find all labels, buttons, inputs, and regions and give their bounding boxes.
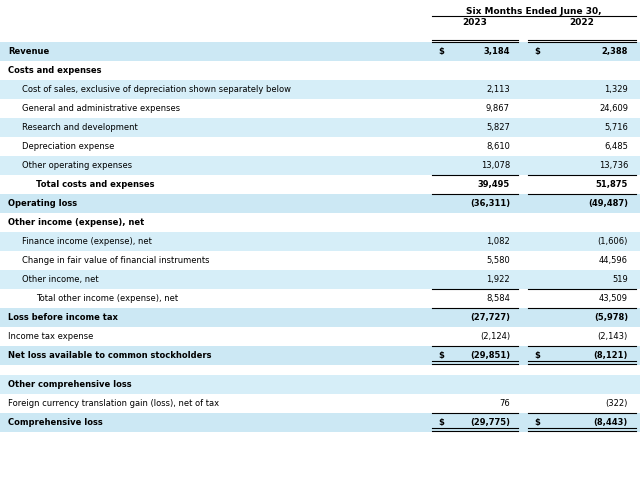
Text: General and administrative expenses: General and administrative expenses: [22, 104, 180, 113]
Text: 5,716: 5,716: [604, 123, 628, 132]
Text: (2,143): (2,143): [598, 332, 628, 341]
Bar: [0, 251, 640, 270]
Text: Revenue: Revenue: [8, 47, 49, 56]
Text: 13,078: 13,078: [481, 161, 510, 170]
Text: Six Months Ended June 30,: Six Months Ended June 30,: [467, 7, 602, 16]
Text: Loss before income tax: Loss before income tax: [8, 313, 118, 322]
Text: (5,978): (5,978): [594, 313, 628, 322]
Text: (27,727): (27,727): [470, 313, 510, 322]
Bar: [0, 308, 640, 327]
Text: 43,509: 43,509: [599, 294, 628, 303]
Text: $: $: [534, 351, 540, 360]
Bar: [0, 213, 640, 232]
Text: Costs and expenses: Costs and expenses: [8, 66, 102, 75]
Text: 24,609: 24,609: [599, 104, 628, 113]
Text: Other operating expenses: Other operating expenses: [22, 161, 132, 170]
Text: (36,311): (36,311): [470, 199, 510, 208]
Text: 9,867: 9,867: [486, 104, 510, 113]
Text: $: $: [534, 418, 540, 427]
Bar: [0, 194, 640, 213]
Text: 2022: 2022: [570, 18, 595, 27]
Text: Total other income (expense), net: Total other income (expense), net: [36, 294, 178, 303]
Text: 5,580: 5,580: [486, 256, 510, 265]
Text: Net loss available to common stockholders: Net loss available to common stockholder…: [8, 351, 211, 360]
Text: Other income (expense), net: Other income (expense), net: [8, 218, 144, 227]
Text: 8,610: 8,610: [486, 142, 510, 151]
Bar: [0, 270, 640, 289]
Text: $: $: [438, 418, 444, 427]
Bar: [0, 327, 640, 346]
Bar: [0, 99, 640, 118]
Text: 1,329: 1,329: [604, 85, 628, 94]
Text: Finance income (expense), net: Finance income (expense), net: [22, 237, 152, 246]
Text: 76: 76: [499, 399, 510, 408]
Text: Total costs and expenses: Total costs and expenses: [36, 180, 154, 189]
Bar: [0, 0, 640, 42]
Text: (29,775): (29,775): [470, 418, 510, 427]
Text: $: $: [438, 47, 444, 56]
Text: 3,184: 3,184: [483, 47, 510, 56]
Text: Research and development: Research and development: [22, 123, 138, 132]
Bar: [0, 80, 640, 99]
Text: Other comprehensive loss: Other comprehensive loss: [8, 380, 132, 389]
Text: 2023: 2023: [463, 18, 488, 27]
Text: Cost of sales, exclusive of depreciation shown separately below: Cost of sales, exclusive of depreciation…: [22, 85, 291, 94]
Bar: [0, 156, 640, 175]
Text: Comprehensive loss: Comprehensive loss: [8, 418, 103, 427]
Text: 39,495: 39,495: [477, 180, 510, 189]
Bar: [0, 232, 640, 251]
Text: (1,606): (1,606): [598, 237, 628, 246]
Text: $: $: [534, 47, 540, 56]
Bar: [0, 413, 640, 432]
Bar: [0, 289, 640, 308]
Text: (2,124): (2,124): [480, 332, 510, 341]
Text: (49,487): (49,487): [588, 199, 628, 208]
Text: 6,485: 6,485: [604, 142, 628, 151]
Text: (8,443): (8,443): [594, 418, 628, 427]
Text: (8,121): (8,121): [594, 351, 628, 360]
Bar: [0, 137, 640, 156]
Text: 2,113: 2,113: [486, 85, 510, 94]
Text: Income tax expense: Income tax expense: [8, 332, 93, 341]
Bar: [0, 346, 640, 365]
Text: 13,736: 13,736: [598, 161, 628, 170]
Text: Other income, net: Other income, net: [22, 275, 99, 284]
Text: 51,875: 51,875: [596, 180, 628, 189]
Bar: [0, 175, 640, 194]
Text: 1,082: 1,082: [486, 237, 510, 246]
Text: 2,388: 2,388: [602, 47, 628, 56]
Text: Operating loss: Operating loss: [8, 199, 77, 208]
Text: Depreciation expense: Depreciation expense: [22, 142, 115, 151]
Text: 5,827: 5,827: [486, 123, 510, 132]
Text: 1,922: 1,922: [486, 275, 510, 284]
Bar: [0, 118, 640, 137]
Bar: [0, 394, 640, 413]
Text: 519: 519: [612, 275, 628, 284]
Text: Foreign currency translation gain (loss), net of tax: Foreign currency translation gain (loss)…: [8, 399, 219, 408]
Text: Change in fair value of financial instruments: Change in fair value of financial instru…: [22, 256, 209, 265]
Bar: [0, 61, 640, 80]
Text: $: $: [438, 351, 444, 360]
Bar: [0, 42, 640, 61]
Text: (322): (322): [605, 399, 628, 408]
Text: 8,584: 8,584: [486, 294, 510, 303]
Bar: [0, 365, 640, 375]
Text: (29,851): (29,851): [470, 351, 510, 360]
Text: 44,596: 44,596: [599, 256, 628, 265]
Bar: [0, 375, 640, 394]
